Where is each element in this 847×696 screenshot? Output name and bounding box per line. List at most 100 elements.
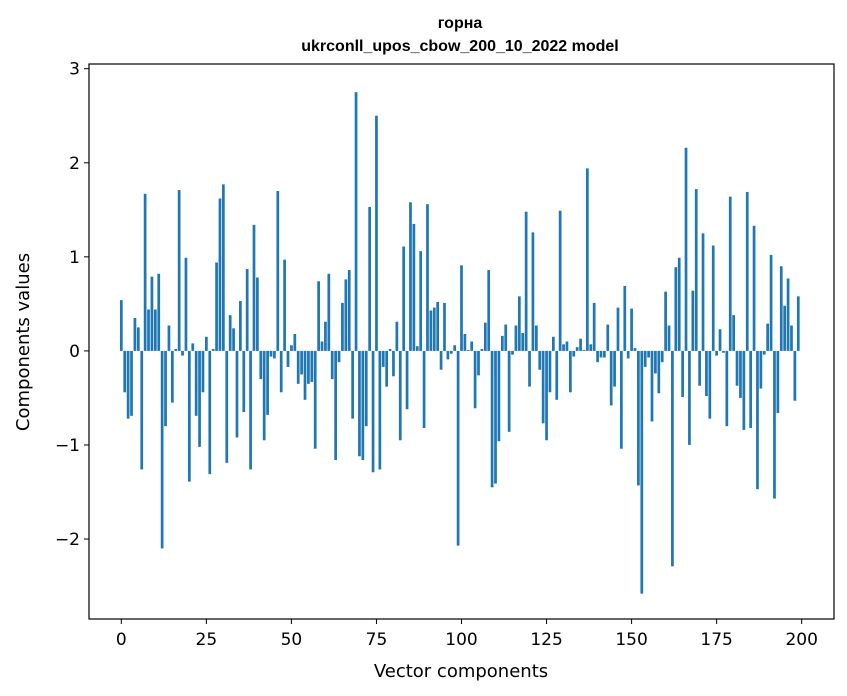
- bar-2: [126, 350, 130, 419]
- bar-39: [252, 224, 256, 351]
- bar-176: [718, 329, 722, 351]
- bar-163: [674, 267, 678, 351]
- bar-142: [603, 350, 606, 358]
- bar-126: [548, 350, 552, 393]
- bar-24: [201, 350, 205, 393]
- bar-131: [565, 341, 569, 351]
- bar-107: [483, 322, 487, 351]
- bar-122: [534, 325, 538, 351]
- bar-114: [507, 350, 511, 432]
- bar-189: [762, 350, 766, 355]
- bar-82: [398, 350, 402, 441]
- bar-28: [215, 262, 218, 351]
- bar-135: [579, 338, 582, 351]
- bar-0: [119, 300, 123, 351]
- y-tick-label: −1: [55, 436, 80, 456]
- bar-71: [361, 350, 365, 461]
- bar-92: [432, 307, 436, 351]
- bar-44: [269, 350, 273, 357]
- x-axis-ticks: 0 25 50 75 100 125 150 175 200: [116, 619, 818, 650]
- bar-77: [381, 350, 385, 367]
- bar-70: [358, 350, 361, 457]
- bar-67: [347, 270, 351, 351]
- bar-7: [143, 193, 147, 351]
- bar-41: [259, 350, 263, 380]
- bar-51: [293, 333, 297, 351]
- bar-43: [266, 350, 269, 415]
- bar-61: [327, 273, 331, 351]
- bar-183: [742, 350, 746, 430]
- bar-9: [150, 276, 154, 351]
- bar-65: [341, 302, 344, 351]
- bar-199: [796, 296, 800, 351]
- bar-40: [256, 277, 259, 351]
- bar-30: [222, 184, 225, 351]
- bar-185: [749, 350, 753, 429]
- bar-162: [671, 350, 674, 567]
- bar-17: [177, 190, 181, 351]
- bar-14: [167, 325, 171, 351]
- bar-79: [388, 349, 392, 351]
- bar-166: [684, 147, 688, 351]
- bar-66: [344, 279, 348, 351]
- bar-18: [181, 350, 184, 356]
- bar-72: [364, 350, 368, 427]
- bar-119: [524, 211, 528, 351]
- bar-1: [123, 350, 127, 393]
- bar-168: [691, 290, 695, 351]
- bar-48: [283, 259, 286, 351]
- y-tick-label: −2: [55, 530, 80, 550]
- bar-177: [722, 350, 725, 353]
- bar-83: [402, 246, 406, 351]
- bar-15: [170, 350, 174, 403]
- bar-171: [701, 233, 705, 351]
- bar-16: [174, 349, 178, 351]
- bar-117: [517, 296, 521, 351]
- chart-title: горна: [438, 15, 483, 32]
- bar-11: [157, 273, 161, 351]
- bar-99: [456, 350, 460, 546]
- x-tick-label: 50: [281, 630, 303, 650]
- bar-90: [426, 204, 429, 351]
- bar-103: [470, 341, 474, 351]
- bar-34: [235, 350, 239, 438]
- bar-46: [276, 190, 280, 351]
- bar-127: [551, 336, 555, 351]
- bar-111: [497, 350, 501, 442]
- bar-69: [354, 92, 358, 351]
- bar-146: [616, 307, 620, 351]
- bar-149: [626, 350, 630, 359]
- bar-105: [477, 350, 480, 376]
- bar-196: [786, 278, 790, 351]
- bar-25: [205, 336, 208, 351]
- bar-112: [500, 335, 504, 351]
- bar-96: [446, 350, 450, 360]
- bar-160: [664, 291, 667, 351]
- bar-159: [660, 350, 664, 363]
- bar-60: [324, 321, 327, 351]
- bar-172: [705, 350, 708, 397]
- bar-59: [320, 341, 324, 351]
- bar-22: [194, 350, 198, 416]
- bar-194: [779, 266, 783, 351]
- bar-49: [286, 350, 290, 367]
- bar-33: [232, 328, 235, 351]
- bar-120: [528, 350, 531, 387]
- bar-62: [330, 350, 334, 380]
- bar-150: [630, 308, 633, 351]
- bar-38: [249, 350, 252, 470]
- bar-129: [558, 210, 562, 351]
- y-tick-label: 0: [69, 342, 80, 362]
- bar-36: [242, 350, 246, 413]
- bar-86: [412, 223, 416, 351]
- bar-58: [317, 281, 320, 351]
- x-tick-label: 200: [785, 630, 817, 650]
- bar-132: [568, 350, 572, 393]
- bar-12: [160, 350, 164, 549]
- bar-116: [514, 325, 518, 351]
- bar-144: [609, 350, 613, 406]
- bar-101: [463, 333, 467, 351]
- x-tick-label: 175: [700, 630, 732, 650]
